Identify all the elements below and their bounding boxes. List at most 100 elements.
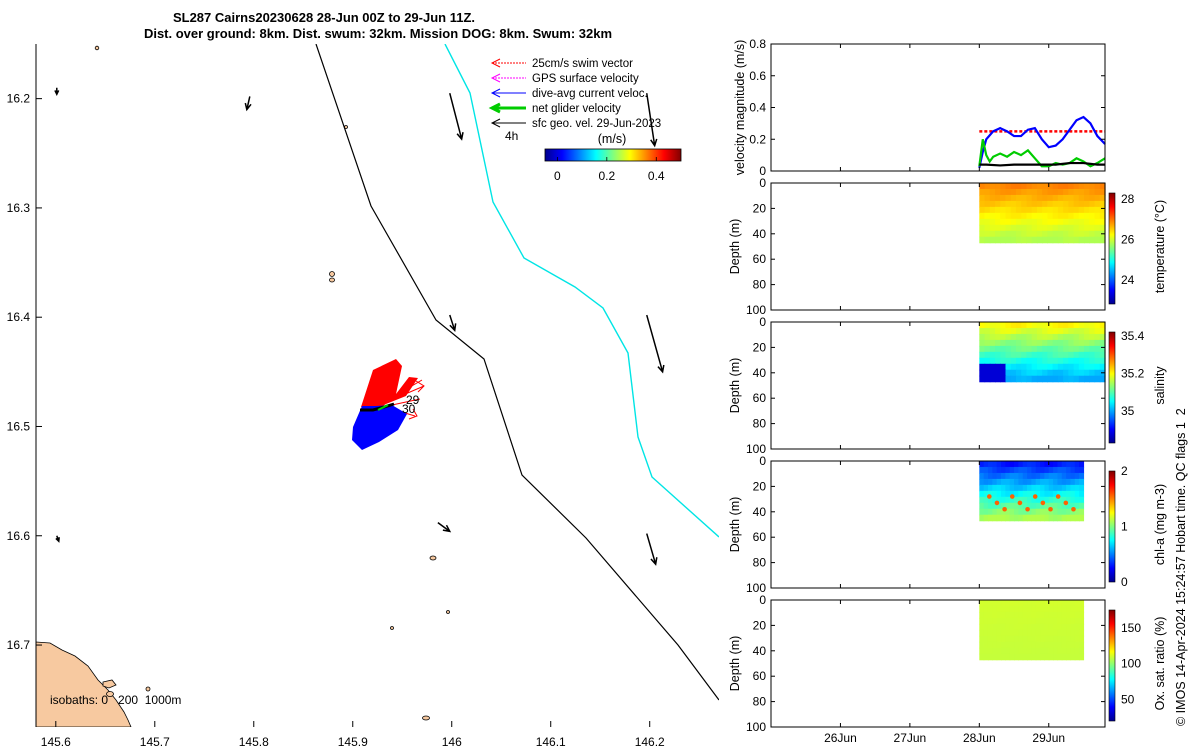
legend-arrowhead [490,88,501,98]
map-x-tick-label: 146 [442,735,462,749]
heatmap-cell [992,478,998,486]
heatmap-cell [1035,496,1041,504]
time-scale-label: 4h [505,129,518,143]
heatmap-cell [1048,653,1054,661]
heatmap-cell [1094,351,1101,359]
y-axis-label: velocity magnitude (m/s) [733,40,747,175]
heatmap-cell [1047,236,1054,244]
heatmap-cell [1009,502,1015,510]
heatmap-cell [1031,472,1037,480]
heatmap-cell [1079,611,1085,619]
title-line-2: Dist. over ground: 8km. Dist. swum: 32km… [144,26,612,41]
heatmap-cell [1063,369,1069,377]
panel-temperature: 0 20 40 60 80 100 Depth (m) 24 26 28 temperature (… [728,176,1167,317]
heatmap-cell [1015,333,1022,341]
heatmap-cell [1031,206,1038,214]
heatmap-cell [1089,236,1096,244]
heatmap-cell [1078,212,1085,220]
heatmap-cell [1068,212,1075,220]
heatmap-cell [1005,484,1011,492]
heatmap-cell [1053,508,1059,516]
heatmap-cell [1047,224,1054,232]
heatmap-cell [995,224,1001,232]
heatmap-cell [1010,357,1017,365]
heatmap-cell [1057,194,1064,202]
heatmap-cell [1089,194,1096,202]
heatmap-cell [987,641,993,649]
heatmap-cell [1031,333,1038,341]
heatmap-cell [1005,617,1011,625]
heatmap-cell [1031,611,1037,619]
heatmap-cell [979,345,986,353]
heatmap-cell [1005,322,1012,329]
heatmap-cell [1089,345,1096,353]
heatmap-cell [1078,224,1085,232]
heatmap-cell [1079,605,1085,613]
heatmap-cell [1014,647,1019,655]
heatmap-cell [1022,514,1028,522]
heatmap-cell [1084,345,1090,353]
heatmap-cell [1048,478,1054,486]
heatmap-cell [1063,194,1069,202]
heatmap-cell [983,641,989,649]
heatmap-cell [1074,508,1080,516]
heatmap-cell [1066,617,1072,625]
heatmap-cell [1026,351,1033,359]
heatmap-cell [1022,605,1028,613]
map-x-tick-label: 145.6 [41,735,71,749]
heatmap-cell [989,369,996,377]
heatmap-cell [1073,218,1080,226]
heatmap-cell [989,224,996,232]
velocity-series [978,115,1106,169]
heatmap-cell [1099,357,1106,365]
heatmap-cell [1036,206,1043,214]
heatmap-cell [1005,206,1012,214]
heatmap-cell [979,363,986,371]
heatmap-cell [1027,514,1032,522]
heatmap-cell [1009,472,1015,480]
heatmap-cell [1042,369,1048,377]
heatmap-cell [1042,194,1048,202]
heatmap-cell [1047,183,1054,190]
heatmap-cell [1036,218,1043,226]
depth-tick-label: 20 [753,618,767,632]
heatmap-cell [1035,484,1041,492]
heatmap-cell [1001,508,1006,516]
heatmap-cell [1048,472,1054,480]
heatmap-cell [1094,363,1101,371]
heatmap-cell [1048,490,1054,498]
heatmap-cell [1066,647,1072,655]
heatmap-cell [1036,183,1043,190]
heatmap-cell [1005,600,1011,607]
heatmap-cell [1044,623,1050,631]
heatmap-cell [1015,322,1022,329]
heatmap-cell [1084,212,1090,220]
heatmap-cell [1005,641,1011,649]
heatmap-cell [1068,322,1075,329]
heatmap-cell [987,514,993,522]
heatmap-cell [1014,611,1019,619]
heatmap-cell [1057,322,1064,329]
heatmap-cell [1026,188,1033,196]
heatmap-cell [1042,322,1048,329]
heatmap-cell [989,339,996,347]
heatmap-cell [1031,224,1038,232]
heatmap-cell [1053,641,1059,649]
day-label-29: 29 [406,393,420,407]
heatmap-cell [1015,363,1022,371]
heatmap-cell [1048,466,1054,474]
heatmap-cell [1005,502,1011,510]
heatmap-cell [1035,623,1041,631]
heatmap-cell [1009,508,1015,516]
heatmap-cell [1057,188,1064,196]
heatmap-cell [1005,490,1011,498]
heatmap-cell [1022,647,1028,655]
heatmap-cell [989,345,996,353]
heatmap-cell [1068,357,1075,365]
heatmap-cell [1048,635,1054,643]
heatmap-cell [1094,322,1101,329]
heatmap-cell [1084,206,1090,214]
heatmap-cell [979,623,985,631]
heatmap-cell [1066,508,1072,516]
heatmap-cell [1057,647,1063,655]
